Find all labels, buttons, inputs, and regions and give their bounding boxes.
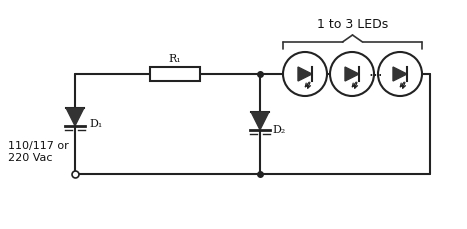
Polygon shape [66,109,84,126]
Text: R₁: R₁ [169,54,181,64]
Text: 110/117 or
220 Vac: 110/117 or 220 Vac [8,141,69,162]
Polygon shape [345,68,359,82]
Text: D₁: D₁ [89,118,102,128]
Text: D₂: D₂ [272,124,285,134]
Text: ···: ··· [368,69,383,84]
Polygon shape [393,68,407,82]
Bar [150,68,200,82]
Polygon shape [298,68,312,82]
Text: 1 to 3 LEDs: 1 to 3 LEDs [317,18,388,31]
Polygon shape [251,113,269,130]
